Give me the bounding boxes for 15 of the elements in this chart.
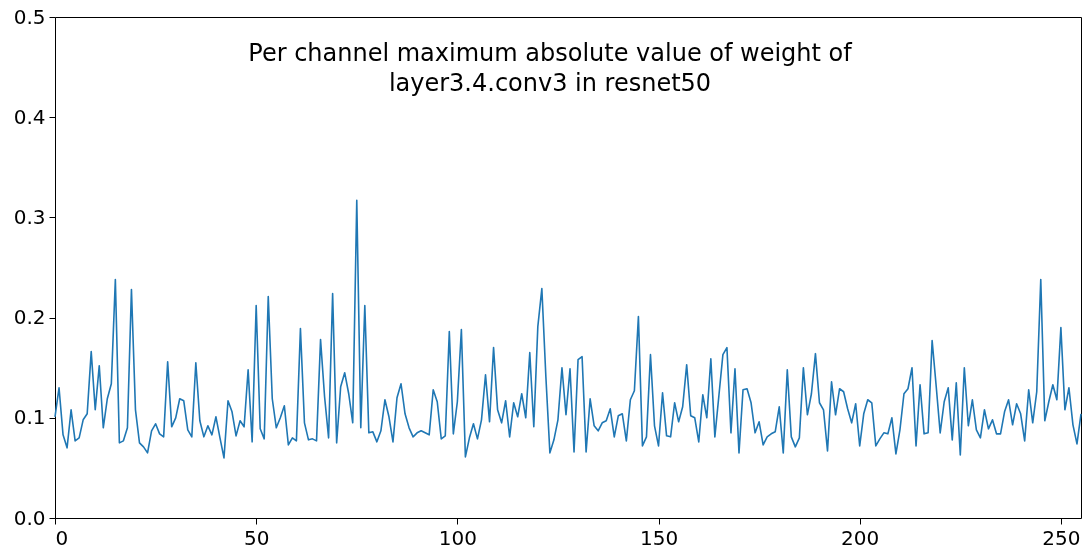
x-tick-label: 200 bbox=[841, 525, 880, 545]
y-tick-label: 0.5 bbox=[13, 4, 46, 29]
x-tick-label: 0 bbox=[55, 525, 69, 545]
line-series bbox=[54, 199, 1082, 459]
x-tick-label: 150 bbox=[639, 525, 679, 545]
y-tick-label: 0.0 bbox=[13, 505, 46, 530]
y-tick-label: 0.3 bbox=[13, 204, 46, 229]
y-tick-label: 0.1 bbox=[13, 405, 46, 430]
x-tick-label: 100 bbox=[438, 525, 477, 545]
y-tick-label: 0.4 bbox=[13, 104, 46, 129]
text: Per channel maximum absolute value of weight of bbox=[248, 39, 852, 67]
text: layer3.4.conv3 in resnet50 bbox=[388, 69, 712, 97]
x-tick-label: 250 bbox=[1042, 525, 1081, 545]
x-tick-label: 50 bbox=[243, 525, 270, 545]
y-tick-label: 0.2 bbox=[13, 305, 46, 330]
